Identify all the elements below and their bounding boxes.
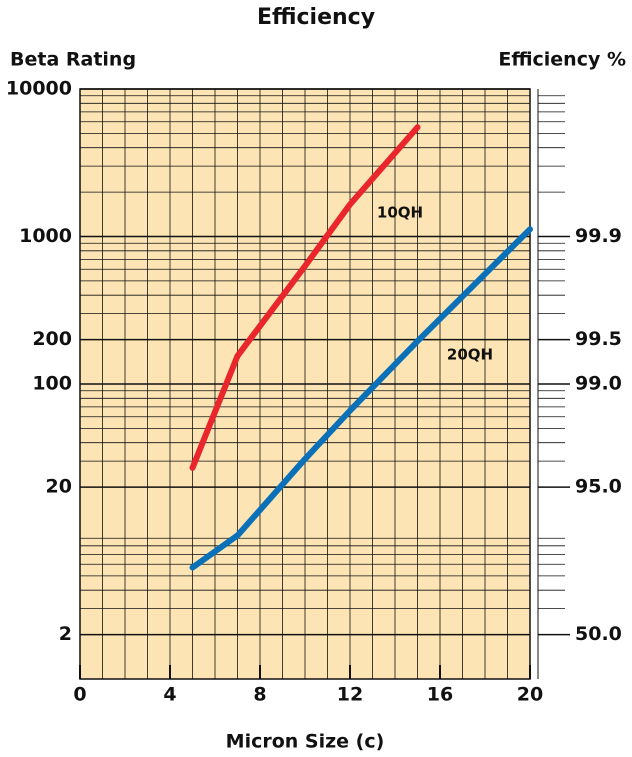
y2-tick-label: 50.0 — [575, 623, 622, 645]
x-tick-label: 16 — [427, 684, 453, 706]
x-axis-label: Micron Size (c) — [226, 731, 385, 753]
series-line — [189, 226, 533, 571]
y2-tick-label: 99.9 — [575, 225, 622, 247]
x-tick-label: 12 — [337, 684, 363, 706]
x-tick-label: 20 — [517, 684, 543, 706]
x-tick-label: 4 — [163, 684, 176, 706]
series-label: 20QH — [447, 346, 493, 364]
plot-frame — [79, 88, 531, 680]
y-axis-label: Beta Rating — [10, 49, 136, 71]
y-tick-label: 200 — [32, 328, 72, 350]
y2-tick-label: 95.0 — [575, 476, 622, 498]
y2-tick-label: 99.5 — [575, 328, 622, 350]
series-label: 10QH — [377, 204, 423, 222]
y-tick-label: 100 — [32, 373, 72, 395]
x-tick-label: 0 — [73, 684, 86, 706]
y-tick-label: 2 — [59, 623, 72, 645]
y-tick-label: 20 — [46, 476, 72, 498]
y-tick-label: 1000 — [19, 225, 72, 247]
y-tick-label: 10000 — [6, 78, 72, 100]
chart-title: Efficiency — [257, 5, 375, 30]
y2-tick-label: 99.0 — [575, 373, 622, 395]
series-line — [189, 124, 421, 471]
y2-axis-label: Efficiency % — [498, 49, 626, 71]
x-tick-label: 8 — [253, 684, 266, 706]
